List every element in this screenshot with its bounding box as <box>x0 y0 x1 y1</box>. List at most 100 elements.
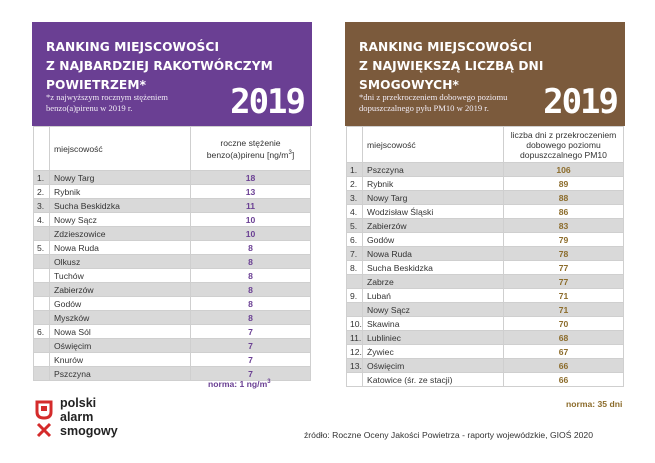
value-cell: 7 <box>190 352 311 367</box>
table-row: Godów 8 <box>33 296 311 311</box>
rank-cell: 12. <box>346 344 363 359</box>
table-row: 11. Lubliniec 68 <box>346 330 624 345</box>
rank-cell: 4. <box>33 212 50 227</box>
table-row: Zdzieszowice 10 <box>33 226 311 241</box>
rank-cell <box>346 302 363 317</box>
city-cell: Godów <box>362 232 504 247</box>
value-cell: 8 <box>190 240 311 255</box>
city-cell: Rybnik <box>49 184 191 199</box>
value-header: roczne stężenie benzo(a)pirenu [ng/m3] <box>190 126 311 171</box>
city-cell: Myszków <box>49 310 191 325</box>
city-cell: Zdzieszowice <box>49 226 191 241</box>
rank-cell <box>33 254 50 269</box>
city-cell: Oświęcim <box>49 338 191 353</box>
carcinogenic-note: *z najwyższym rocznym stężeniem benzo(a)… <box>46 92 168 113</box>
value-cell: 68 <box>503 330 624 345</box>
city-cell: Nowy Targ <box>362 190 504 205</box>
polski-alarm-smogowy-logo: polski alarm smogowy <box>34 396 144 444</box>
smog-days-table: miejscowość liczba dni z przekroczeniem … <box>346 126 624 387</box>
rank-cell: 5. <box>33 240 50 255</box>
value-cell: 7 <box>190 338 311 353</box>
table-row: Olkusz 8 <box>33 254 311 269</box>
value-cell: 67 <box>503 344 624 359</box>
rank-cell <box>33 282 50 297</box>
smog-days-norm: norma: 35 dni <box>566 399 623 409</box>
table-row: 9. Lubań 71 <box>346 288 624 303</box>
value-cell: 10 <box>190 226 311 241</box>
value-cell: 7 <box>190 324 311 339</box>
rank-cell <box>33 296 50 311</box>
value-cell: 8 <box>190 282 311 297</box>
city-cell: Pszczyna <box>362 162 504 177</box>
value-cell: 78 <box>503 246 624 261</box>
table-row: 6. Godów 79 <box>346 232 624 247</box>
city-cell: Pszczyna <box>49 366 191 381</box>
table-row: 1. Nowy Targ 18 <box>33 170 311 185</box>
value-header-line-1: roczne stężenie <box>220 137 281 148</box>
value-cell: 77 <box>503 274 624 289</box>
logo-line-1: polski <box>60 396 97 410</box>
title-line-2: Z NAJWIĘKSZĄ LICZBĄ DNI SMOGOWYCH* <box>359 59 544 92</box>
value-cell: 70 <box>503 316 624 331</box>
rank-cell: 6. <box>33 324 50 339</box>
value-cell: 10 <box>190 212 311 227</box>
rank-header <box>33 126 50 171</box>
city-cell: Zabierzów <box>49 282 191 297</box>
value-cell: 66 <box>503 372 624 387</box>
city-cell: Nowy Targ <box>49 170 191 185</box>
ranking-carcinogenic-panel: RANKING MIEJSCOWOŚCI Z NAJBARDZIEJ RAKOT… <box>32 22 312 381</box>
value-header-line-2: dobowego poziomu <box>526 139 601 150</box>
table-row: 8. Sucha Beskidzka 77 <box>346 260 624 275</box>
table-row: Zabrze 77 <box>346 274 624 289</box>
city-cell: Oświęcim <box>362 358 504 373</box>
smog-days-note: *dni z przekroczeniem dobowego poziomu d… <box>359 92 508 113</box>
value-cell: 7 <box>190 366 311 381</box>
rank-cell: 6. <box>346 232 363 247</box>
value-cell: 8 <box>190 254 311 269</box>
value-cell: 11 <box>190 198 311 213</box>
rank-cell: 3. <box>346 190 363 205</box>
table-row: Tuchów 8 <box>33 268 311 283</box>
ranking-smog-days-panel: RANKING MIEJSCOWOŚCI Z NAJWIĘKSZĄ LICZBĄ… <box>345 22 625 387</box>
value-cell: 66 <box>503 358 624 373</box>
city-cell: Knurów <box>49 352 191 367</box>
city-cell: Olkusz <box>49 254 191 269</box>
rank-cell: 10. <box>346 316 363 331</box>
table-row: Oświęcim 7 <box>33 338 311 353</box>
value-cell: 88 <box>503 190 624 205</box>
city-header: miejscowość <box>362 126 504 163</box>
table-row: 2. Rybnik 89 <box>346 176 624 191</box>
city-cell: Żywiec <box>362 344 504 359</box>
carcinogenic-rows: 1. Nowy Targ 18 2. Rybnik 13 3. Sucha Beskidzka… <box>33 170 311 381</box>
rank-cell <box>346 372 363 387</box>
rank-cell: 13. <box>346 358 363 373</box>
rank-cell <box>33 366 50 381</box>
table-row: 5. Nowa Ruda 8 <box>33 240 311 255</box>
title-line-1: RANKING MIEJSCOWOŚCI <box>359 40 533 54</box>
rank-cell: 9. <box>346 288 363 303</box>
table-row: Knurów 7 <box>33 352 311 367</box>
smog-days-title: RANKING MIEJSCOWOŚCI Z NAJWIĘKSZĄ LICZBĄ… <box>359 38 625 95</box>
rank-cell: 11. <box>346 330 363 345</box>
value-cell: 18 <box>190 170 311 185</box>
city-cell: Katowice (śr. ze stacji) <box>362 372 504 387</box>
city-cell: Wodzisław Śląski <box>362 204 504 219</box>
rank-cell: 4. <box>346 204 363 219</box>
value-cell: 79 <box>503 232 624 247</box>
rank-cell <box>33 352 50 367</box>
value-cell: 77 <box>503 260 624 275</box>
city-cell: Zabrze <box>362 274 504 289</box>
rank-cell <box>33 310 50 325</box>
value-header-line-1: liczba dni z przekroczeniem <box>510 129 617 140</box>
smog-days-year: 2019 <box>543 82 619 122</box>
city-header: miejscowość <box>49 126 191 171</box>
table-row: 12. Żywiec 67 <box>346 344 624 359</box>
value-cell: 71 <box>503 288 624 303</box>
value-cell: 8 <box>190 310 311 325</box>
rank-cell: 5. <box>346 218 363 233</box>
table-row: Katowice (śr. ze stacji) 66 <box>346 372 624 387</box>
logo-line-3: smogowy <box>60 424 118 438</box>
table-row: 3. Nowy Targ 88 <box>346 190 624 205</box>
title-line-2: Z NAJBARDZIEJ RAKOTWÓRCZYM POWIETRZEM* <box>46 59 273 92</box>
city-cell: Godów <box>49 296 191 311</box>
